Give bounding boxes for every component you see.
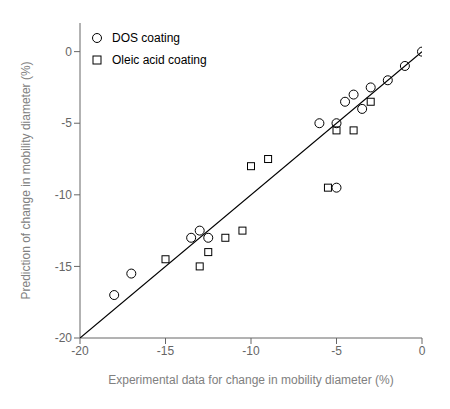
svg-text:-20: -20: [55, 331, 73, 345]
svg-text:0: 0: [419, 344, 426, 358]
svg-text:-10: -10: [55, 188, 73, 202]
html-text:Oleic acid coating: Oleic acid coating: [112, 53, 207, 67]
svg-text:0: 0: [65, 45, 72, 59]
html-text:DOS coating: DOS coating: [112, 31, 180, 45]
svg-text:-5: -5: [331, 344, 342, 358]
svg-text:-15: -15: [157, 344, 175, 358]
svg-text:Experimental data for change i: Experimental data for change in mobility…: [108, 373, 393, 387]
svg-text:-10: -10: [242, 344, 260, 358]
svg-text:-20: -20: [71, 344, 89, 358]
svg-text:-15: -15: [55, 260, 73, 274]
svg-text:Prediction of change in mobili: Prediction of change in mobility diamete…: [19, 61, 33, 299]
svg-text:-5: -5: [61, 116, 72, 130]
